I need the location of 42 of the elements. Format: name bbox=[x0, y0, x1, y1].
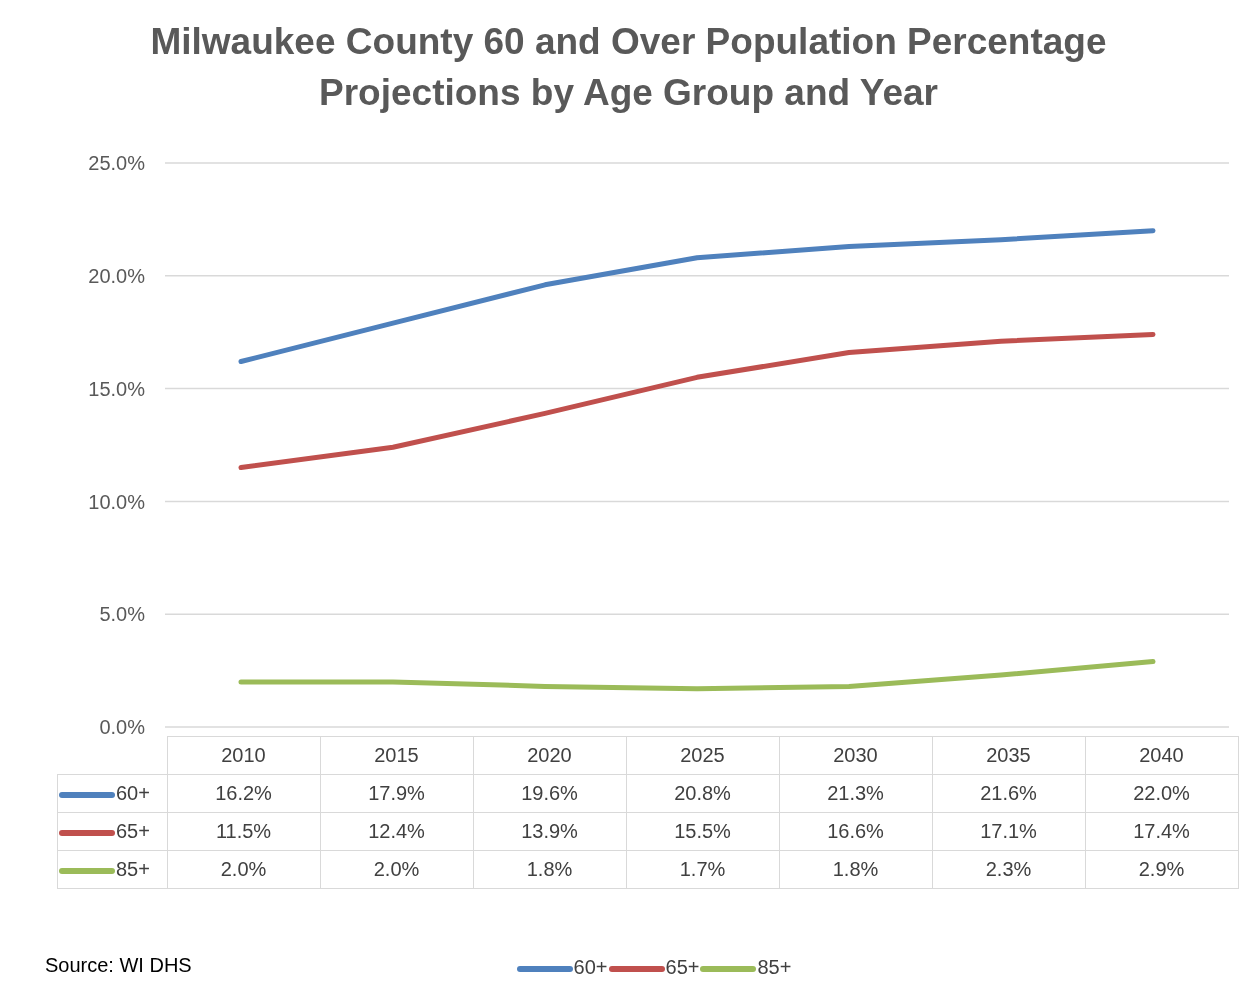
data-label: 15.5% bbox=[626, 812, 779, 851]
data-label: 21.3% bbox=[779, 774, 932, 813]
legend-label: 60+ bbox=[57, 774, 167, 813]
x-tick-label: 2035 bbox=[932, 736, 1085, 775]
y-tick-label: 25.0% bbox=[88, 152, 146, 175]
text: 65+ bbox=[665, 956, 700, 978]
data-label: 12.4% bbox=[320, 812, 473, 851]
data-label: 2.0% bbox=[320, 850, 473, 889]
x-tick-label: 2010 bbox=[167, 736, 320, 775]
data-label: 20.8% bbox=[626, 774, 779, 813]
data-label: 16.2% bbox=[167, 774, 320, 813]
data-label: 2.9% bbox=[1085, 850, 1238, 889]
text: 85+ bbox=[757, 956, 792, 978]
source-note: Source: WI DHS bbox=[45, 954, 192, 977]
chart-title: Milwaukee County 60 and Over Population Percentage Projections by Age Group and Year bbox=[149, 20, 1108, 115]
data-label: 22.0% bbox=[1085, 774, 1238, 813]
data-label: 1.7% bbox=[626, 850, 779, 889]
data-label: 17.4% bbox=[1085, 812, 1238, 851]
legend-label: 65+ bbox=[57, 812, 167, 851]
data-label: 1.8% bbox=[779, 850, 932, 889]
y-tick-label: 10.0% bbox=[88, 490, 146, 513]
x-tick-label: 2030 bbox=[779, 736, 932, 775]
data-label: 17.1% bbox=[932, 812, 1085, 851]
y-tick-label: 20.0% bbox=[88, 264, 146, 287]
legend-label: 85+ bbox=[57, 850, 167, 889]
data-label: 1.8% bbox=[473, 850, 626, 889]
data-label: 11.5% bbox=[167, 812, 320, 851]
data-label: 13.9% bbox=[473, 812, 626, 851]
x-tick-label: 2020 bbox=[473, 736, 626, 775]
data-label: 16.6% bbox=[779, 812, 932, 851]
text: 60+ bbox=[573, 956, 608, 978]
data-label: 2.3% bbox=[932, 850, 1085, 889]
x-tick-label: 2040 bbox=[1085, 736, 1238, 775]
data-label: 19.6% bbox=[473, 774, 626, 813]
y-tick-label: 5.0% bbox=[99, 603, 146, 626]
y-tick-label: 15.0% bbox=[88, 377, 146, 400]
data-label: 17.9% bbox=[320, 774, 473, 813]
x-tick-label: 2025 bbox=[626, 736, 779, 775]
x-tick-label: 2015 bbox=[320, 736, 473, 775]
data-label: 2.0% bbox=[167, 850, 320, 889]
y-tick-label: 0.0% bbox=[99, 716, 146, 739]
data-label: 21.6% bbox=[932, 774, 1085, 813]
